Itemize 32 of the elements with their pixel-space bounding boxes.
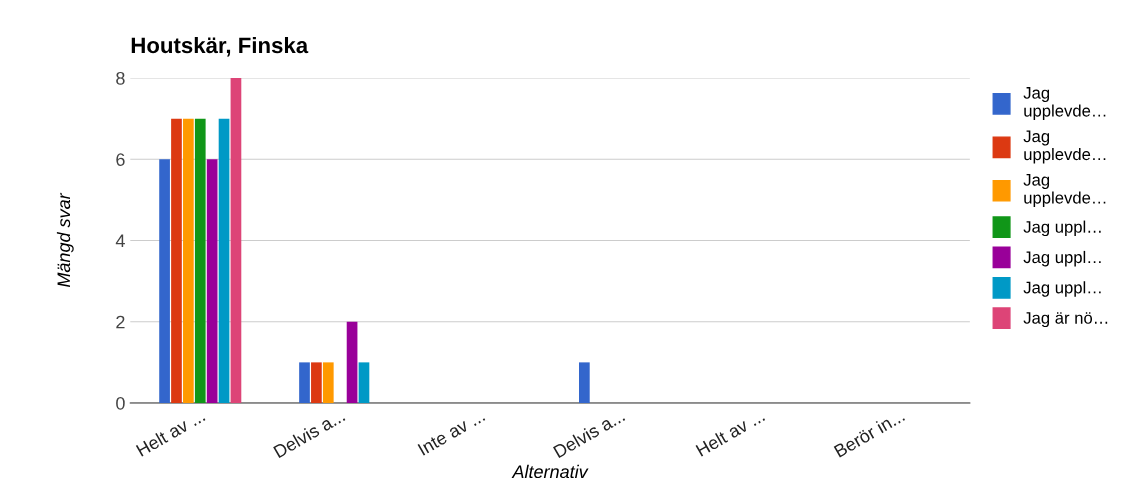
y-tick-label: 4	[115, 234, 125, 248]
bar	[358, 362, 370, 403]
chart-title: Houtskär, Finska	[131, 36, 309, 57]
bar	[230, 78, 242, 403]
y-tick-label: 8	[116, 71, 125, 85]
y-tick-label: 0	[116, 396, 125, 410]
bar	[206, 159, 218, 403]
legend-label: Jag upplevde…	[1023, 87, 1106, 120]
bar	[346, 321, 358, 403]
x-tick-label: Helt av ...	[135, 408, 206, 457]
bar	[579, 362, 590, 403]
y-tick-label: 6	[116, 153, 125, 166]
bar	[322, 362, 334, 403]
x-tick-label: Berör in...	[833, 408, 906, 458]
bar	[183, 118, 194, 403]
legend-label: Jag uppl…	[1023, 281, 1101, 297]
y-axis-title: Mängd svar	[56, 192, 74, 288]
legend-label: Jag uppl…	[1023, 220, 1101, 237]
x-tick-label: Helt av ...	[695, 408, 766, 457]
legend-label: Jag uppl…	[1023, 250, 1101, 267]
legend-label: Jag upplevde…	[1023, 130, 1106, 164]
legend-label: Jag upplevde…	[1023, 174, 1106, 207]
x-axis-title: Alternativ	[511, 464, 589, 479]
bar	[311, 362, 322, 403]
bar	[159, 159, 170, 403]
x-tick-label: Inte av ...	[417, 409, 486, 456]
bar	[171, 118, 182, 403]
bar	[218, 118, 230, 403]
y-tick-label: 2	[116, 315, 125, 329]
legend-label: Jag är nö…	[1023, 312, 1108, 328]
bar	[194, 118, 206, 403]
bar	[299, 362, 310, 403]
